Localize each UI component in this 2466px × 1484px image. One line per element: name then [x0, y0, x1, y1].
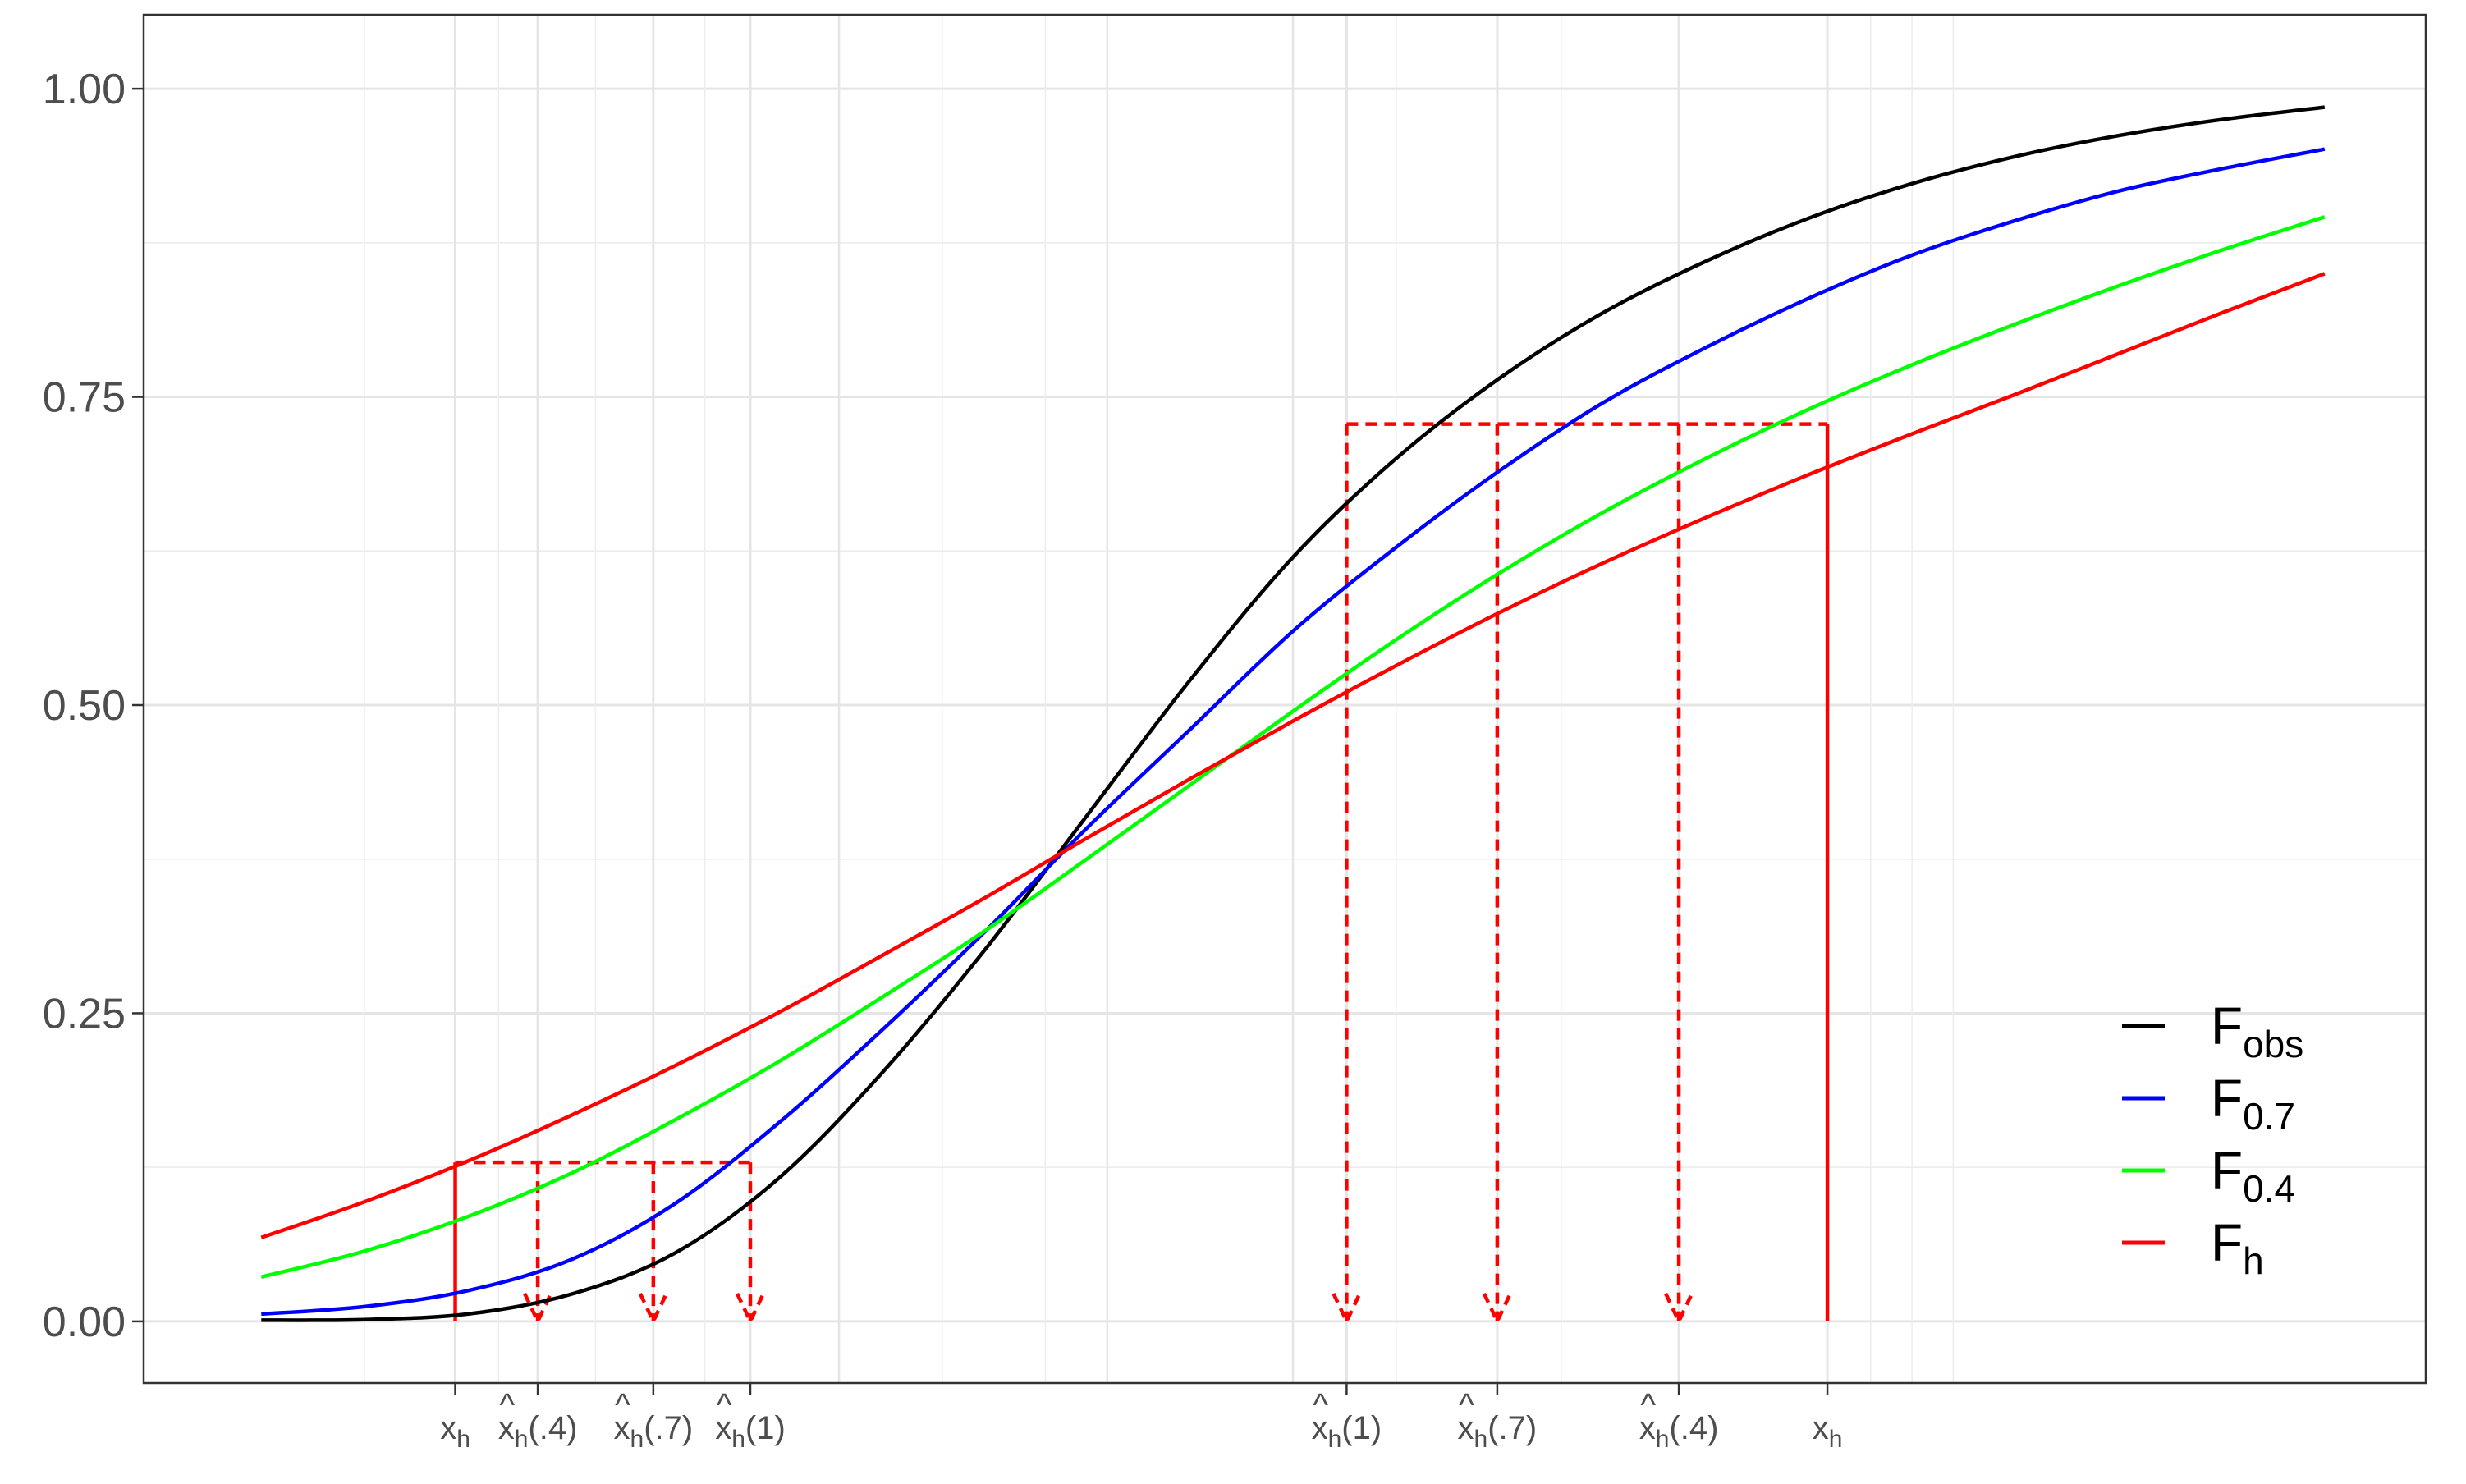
svg-text:xh(.4): xh(.4) — [1639, 1410, 1719, 1453]
quantile-mapping-lines — [453, 422, 1830, 1326]
hat-accent: ^ — [615, 1387, 630, 1423]
svg-text:xh: xh — [1813, 1410, 1843, 1453]
series-line-h — [260, 272, 2326, 1239]
y-tick-label: 0.75 — [43, 374, 126, 422]
hat-accent: ^ — [499, 1387, 515, 1423]
mapping-arrow-head — [1482, 1292, 1512, 1326]
y-tick-label: 0.50 — [43, 682, 126, 730]
x-tick-label: xh(.4)^ — [498, 1387, 578, 1453]
mapping-arrow-head — [638, 1292, 668, 1326]
x-tick-label: xh(.7)^ — [1458, 1387, 1538, 1453]
series-line-obs — [261, 105, 2326, 1322]
series-lines — [260, 105, 2326, 1322]
legend-item-obs: Fobs — [2122, 996, 2303, 1065]
svg-text:xh(.7): xh(.7) — [614, 1410, 694, 1453]
svg-text:xh: xh — [440, 1410, 470, 1453]
legend-label: Fh — [2211, 1213, 2264, 1282]
legend-label: F0.4 — [2211, 1141, 2295, 1210]
x-tick-label: xh(.7)^ — [614, 1387, 694, 1453]
x-tick-label: xh(.4)^ — [1639, 1387, 1719, 1453]
svg-text:xh(.4): xh(.4) — [498, 1410, 578, 1453]
y-tick-label: 1.00 — [43, 66, 126, 113]
x-tick-label: xh — [1813, 1410, 1843, 1453]
legend-label: Fobs — [2211, 996, 2303, 1065]
legend-item-f07: F0.7 — [2122, 1069, 2295, 1138]
legend-item-f04: F0.4 — [2122, 1141, 2295, 1210]
y-tick-label: 0.25 — [43, 990, 126, 1037]
mapping-arrow-head — [735, 1292, 766, 1326]
hat-accent: ^ — [1640, 1387, 1656, 1423]
hat-accent: ^ — [1313, 1387, 1328, 1423]
hat-accent: ^ — [1459, 1387, 1474, 1423]
series-line-f04 — [260, 215, 2326, 1279]
mapping-arrow-head — [1664, 1292, 1694, 1326]
svg-text:xh(1): xh(1) — [715, 1410, 786, 1453]
x-tick-label: xh(1)^ — [1312, 1387, 1382, 1453]
svg-text:xh(1): xh(1) — [1312, 1410, 1382, 1453]
mapping-arrow-head — [523, 1292, 553, 1326]
series-line-f07 — [261, 147, 2326, 1317]
y-tick-label: 0.00 — [43, 1298, 126, 1346]
legend-label: F0.7 — [2211, 1069, 2295, 1138]
plot-panel-border — [142, 13, 2427, 1385]
x-axis: xh xh(.4)^xh(.7)^xh(1)^xh(1)^xh(.7)^xh(.4… — [440, 1383, 1842, 1453]
x-tick-label: xh(1)^ — [715, 1387, 786, 1453]
x-tick-label: xh — [440, 1410, 470, 1453]
svg-text:xh(.7): xh(.7) — [1458, 1410, 1538, 1453]
hat-accent: ^ — [717, 1387, 732, 1423]
mapping-arrow-head — [1332, 1292, 1362, 1326]
legend-item-h: Fh — [2122, 1213, 2264, 1282]
y-axis: 0.00 0.25 0.50 0.75 1.00 — [43, 66, 144, 1346]
